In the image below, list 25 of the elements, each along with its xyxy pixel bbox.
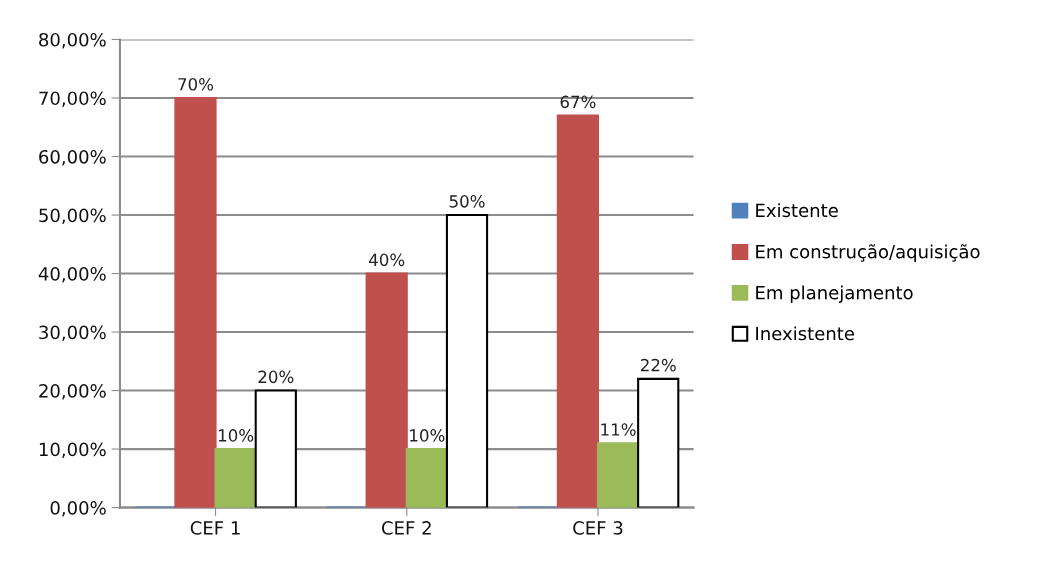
y-tick-label: 10,00% — [39, 442, 106, 459]
y-tick-label: 80,00% — [39, 32, 106, 49]
x-tick-label: CEF 2 — [381, 521, 431, 535]
data-label: 10% — [218, 429, 254, 442]
y-tick-label: 70,00% — [39, 91, 106, 107]
x-tick-label: CEF 3 — [573, 521, 623, 535]
x-tick-label: CEF 1 — [190, 521, 240, 535]
data-label: 67% — [560, 95, 596, 109]
data-label: 70% — [178, 77, 214, 91]
y-tick-label: 50,00% — [39, 208, 106, 224]
data-label: 11% — [601, 423, 636, 436]
legend-label: Em planejamento — [756, 285, 913, 303]
y-tick-label: 30,00% — [39, 325, 106, 342]
legend-label: Existente — [756, 203, 838, 218]
data-label: 22% — [640, 358, 676, 372]
y-tick-label: 60,00% — [39, 149, 106, 166]
data-label: 40% — [368, 253, 405, 267]
y-tick-label: 40,00% — [38, 267, 106, 283]
y-tick-label: 0,00% — [50, 501, 106, 517]
data-label: 20% — [258, 370, 294, 384]
y-tick-label: 20,00% — [39, 384, 106, 400]
legend-label: Em construção/aquisição — [756, 244, 980, 262]
legend-label: Inexistente — [756, 326, 854, 341]
data-label: 10% — [410, 429, 445, 442]
data-label: 50% — [449, 195, 485, 208]
